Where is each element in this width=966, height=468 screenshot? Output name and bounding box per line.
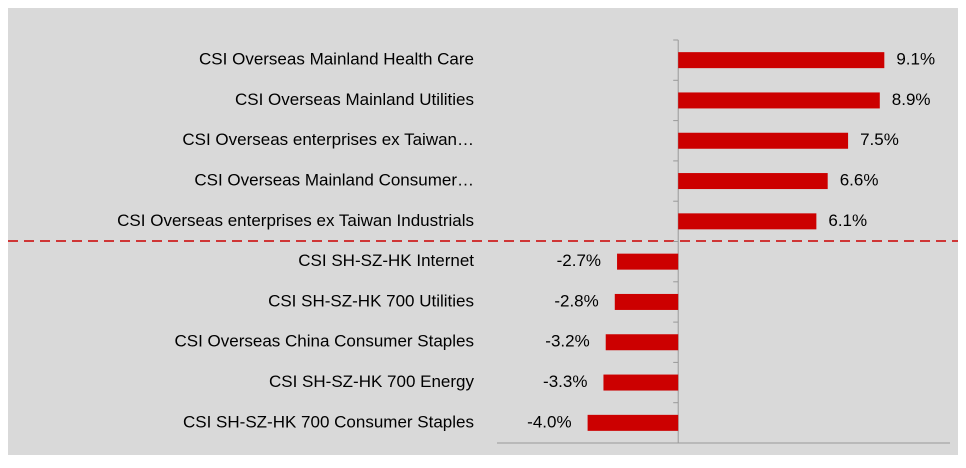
data-label: 6.6% — [840, 171, 879, 190]
y-tick-label: CSI Overseas Mainland Utilities — [235, 90, 474, 109]
bar — [605, 334, 679, 351]
chart-background — [8, 8, 958, 455]
y-tick-label: CSI SH-SZ-HK 700 Energy — [269, 372, 475, 391]
bar — [614, 293, 679, 310]
y-tick-label: CSI Overseas enterprises ex Taiwan Indus… — [117, 211, 474, 230]
bar — [678, 52, 885, 69]
data-label: 9.1% — [896, 50, 935, 69]
data-label: -3.3% — [543, 372, 587, 391]
y-tick-label: CSI Overseas enterprises ex Taiwan… — [182, 130, 474, 149]
data-label: -3.2% — [545, 332, 589, 351]
data-label: 7.5% — [860, 130, 899, 149]
y-tick-label: CSI Overseas China Consumer Staples — [174, 332, 474, 351]
data-label: -2.8% — [554, 291, 598, 310]
bar — [617, 253, 679, 270]
bar — [678, 213, 817, 230]
bar — [678, 173, 828, 190]
bar — [587, 414, 679, 431]
y-tick-label: CSI SH-SZ-HK Internet — [298, 251, 474, 270]
y-tick-label: CSI SH-SZ-HK 700 Consumer Staples — [183, 412, 474, 431]
data-label: 6.1% — [828, 211, 867, 230]
bar — [603, 374, 679, 391]
y-tick-label: CSI SH-SZ-HK 700 Utilities — [268, 291, 474, 310]
data-label: 8.9% — [892, 90, 931, 109]
y-tick-label: CSI Overseas Mainland Health Care — [199, 50, 474, 69]
bar — [678, 132, 849, 149]
bar — [678, 92, 880, 109]
y-tick-label: CSI Overseas Mainland Consumer… — [194, 171, 474, 190]
data-label: -2.7% — [557, 251, 601, 270]
data-label: -4.0% — [527, 412, 571, 431]
